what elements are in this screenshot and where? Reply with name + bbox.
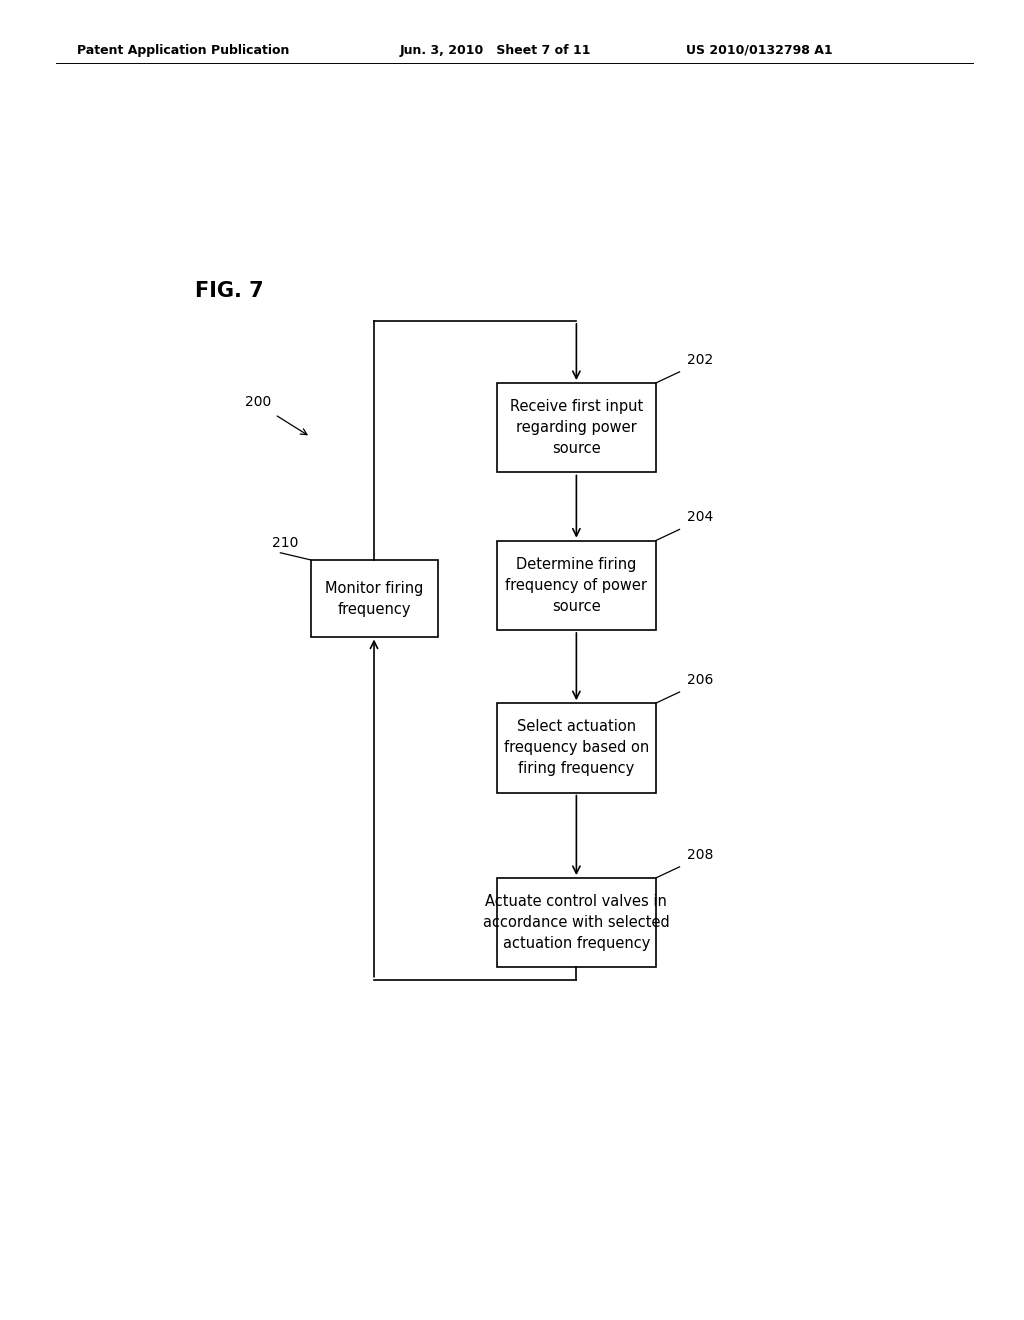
Text: Monitor firing
frequency: Monitor firing frequency: [325, 581, 423, 616]
Text: 200: 200: [246, 395, 271, 409]
Text: Receive first input
regarding power
source: Receive first input regarding power sour…: [510, 399, 643, 457]
Text: Jun. 3, 2010   Sheet 7 of 11: Jun. 3, 2010 Sheet 7 of 11: [399, 44, 591, 57]
Bar: [497, 541, 655, 630]
Bar: [497, 383, 655, 473]
Text: Select actuation
frequency based on
firing frequency: Select actuation frequency based on firi…: [504, 719, 649, 776]
Text: FIG. 7: FIG. 7: [196, 281, 264, 301]
Text: Actuate control valves in
accordance with selected
actuation frequency: Actuate control valves in accordance wit…: [483, 894, 670, 952]
Bar: [497, 878, 655, 968]
Text: Determine firing
frequency of power
source: Determine firing frequency of power sour…: [506, 557, 647, 614]
Bar: [310, 561, 437, 636]
Text: 208: 208: [687, 847, 714, 862]
Text: 206: 206: [687, 673, 714, 686]
Text: 210: 210: [272, 536, 299, 549]
Bar: [497, 704, 655, 792]
Text: 204: 204: [687, 511, 714, 524]
Text: Patent Application Publication: Patent Application Publication: [77, 44, 289, 57]
Text: US 2010/0132798 A1: US 2010/0132798 A1: [686, 44, 833, 57]
Text: 202: 202: [687, 352, 714, 367]
